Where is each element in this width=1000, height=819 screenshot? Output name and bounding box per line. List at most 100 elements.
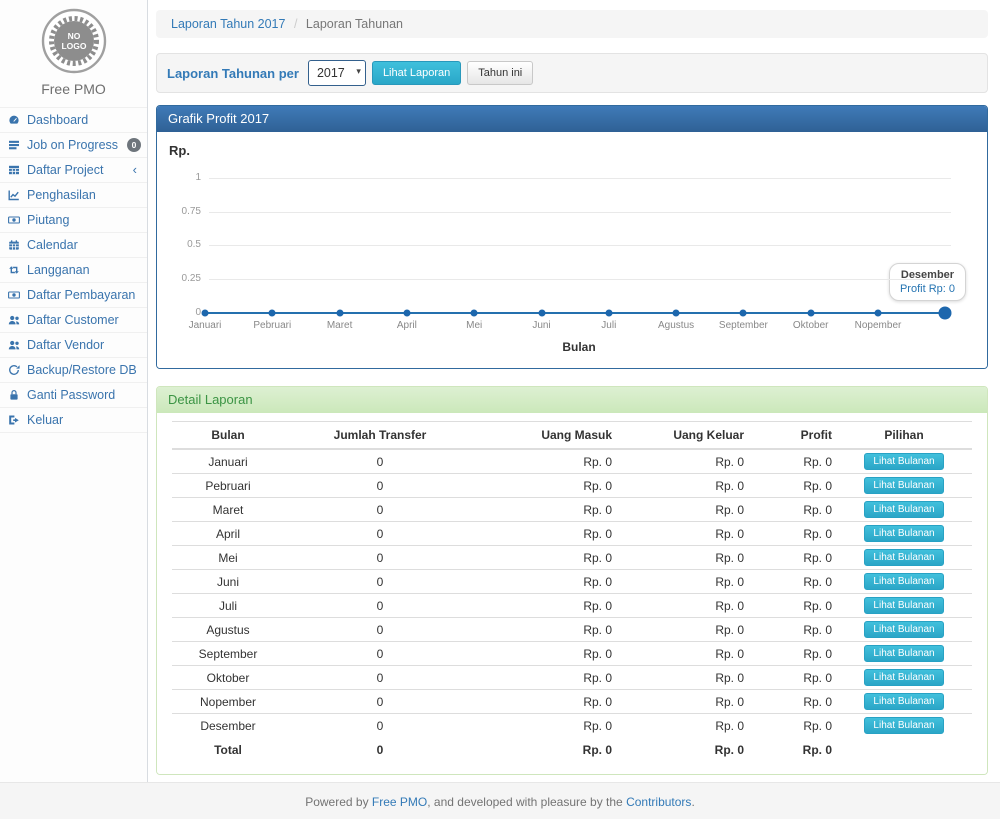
svg-text:NO: NO xyxy=(67,31,80,41)
y-axis-title: Rp. xyxy=(169,143,190,158)
detail-panel-title: Detail Laporan xyxy=(157,387,987,413)
report-filter-bar: Laporan Tahunan per 2017 Lihat Laporan T… xyxy=(156,53,988,93)
cell-uang-keluar: Rp. 0 xyxy=(616,498,748,522)
cell-uang-masuk: Rp. 0 xyxy=(476,474,616,498)
cell-uang-masuk: Rp. 0 xyxy=(476,546,616,570)
x-tick-label: Pebruari xyxy=(237,320,307,331)
sidebar-item-label: Daftar Project xyxy=(27,163,133,177)
table-row-april: April0Rp. 0Rp. 0Rp. 0Lihat Bulanan xyxy=(172,522,972,546)
y-tick-label: 0 xyxy=(157,307,201,318)
cell-bulan: Agustus xyxy=(172,618,284,642)
chart-panel-title: Grafik Profit 2017 xyxy=(157,106,987,132)
data-point-desember[interactable] xyxy=(939,307,952,320)
lihat-bulanan-button[interactable]: Lihat Bulanan xyxy=(864,453,943,470)
cell-profit: Rp. 0 xyxy=(748,594,836,618)
lihat-bulanan-button[interactable]: Lihat Bulanan xyxy=(864,621,943,638)
data-point-nopember[interactable] xyxy=(875,310,882,317)
table-row-desember: Desember0Rp. 0Rp. 0Rp. 0Lihat Bulanan xyxy=(172,714,972,738)
sidebar-item-piutang[interactable]: Piutang xyxy=(0,208,147,233)
sidebar-item-label: Ganti Password xyxy=(27,388,141,402)
cell-uang-keluar: Rp. 0 xyxy=(616,546,748,570)
data-point-juli[interactable] xyxy=(605,310,612,317)
lihat-bulanan-button[interactable]: Lihat Bulanan xyxy=(864,669,943,686)
table-row-september: September0Rp. 0Rp. 0Rp. 0Lihat Bulanan xyxy=(172,642,972,666)
chevron-left-icon: ‹ xyxy=(133,163,141,177)
cell-bulan: September xyxy=(172,642,284,666)
lihat-bulanan-button[interactable]: Lihat Bulanan xyxy=(864,645,943,662)
sidebar-item-keluar[interactable]: Keluar xyxy=(0,408,147,433)
column-header-jumlah-transfer: Jumlah Transfer xyxy=(284,422,476,450)
sidebar-item-penghasilan[interactable]: Penghasilan xyxy=(0,183,147,208)
lock-icon xyxy=(8,389,23,401)
cell-jumlah-transfer: 0 xyxy=(284,594,476,618)
sidebar-item-label: Daftar Customer xyxy=(27,313,141,327)
lihat-bulanan-button[interactable]: Lihat Bulanan xyxy=(864,693,943,710)
year-select[interactable]: 2017 xyxy=(308,60,366,86)
app-wrapper: NO LOGO Free PMO DashboardJob on Progres… xyxy=(0,0,1000,782)
total-cell: Rp. 0 xyxy=(748,738,836,762)
cell-bulan: Januari xyxy=(172,449,284,474)
lihat-bulanan-button[interactable]: Lihat Bulanan xyxy=(864,525,943,542)
lihat-bulanan-button[interactable]: Lihat Bulanan xyxy=(864,717,943,734)
breadcrumb-link[interactable]: Laporan Tahun 2017 xyxy=(171,17,285,31)
cell-profit: Rp. 0 xyxy=(748,546,836,570)
sidebar-item-dashboard[interactable]: Dashboard xyxy=(0,108,147,133)
dashboard-icon xyxy=(8,114,23,126)
cell-uang-masuk: Rp. 0 xyxy=(476,570,616,594)
data-point-januari[interactable] xyxy=(202,310,209,317)
sidebar-item-label: Calendar xyxy=(27,238,141,252)
x-axis-title: Bulan xyxy=(209,340,949,354)
lihat-bulanan-button[interactable]: Lihat Bulanan xyxy=(864,477,943,494)
table-row-juni: Juni0Rp. 0Rp. 0Rp. 0Lihat Bulanan xyxy=(172,570,972,594)
sidebar-item-daftar-vendor[interactable]: Daftar Vendor xyxy=(0,333,147,358)
sidebar-item-label: Backup/Restore DB xyxy=(27,363,141,377)
data-point-juni[interactable] xyxy=(538,310,545,317)
logo-block: NO LOGO Free PMO xyxy=(0,0,147,97)
cell-profit: Rp. 0 xyxy=(748,618,836,642)
footer-link-contributors[interactable]: Contributors xyxy=(626,795,691,809)
cell-uang-keluar: Rp. 0 xyxy=(616,522,748,546)
line-chart-icon xyxy=(8,189,23,201)
cell-profit: Rp. 0 xyxy=(748,498,836,522)
cell-jumlah-transfer: 0 xyxy=(284,522,476,546)
data-point-pebruari[interactable] xyxy=(269,310,276,317)
cell-uang-keluar: Rp. 0 xyxy=(616,642,748,666)
table-row-nopember: Nopember0Rp. 0Rp. 0Rp. 0Lihat Bulanan xyxy=(172,690,972,714)
brand-name: Free PMO xyxy=(0,81,147,97)
sidebar-item-label: Keluar xyxy=(27,413,141,427)
sidebar-item-job-on-progress[interactable]: Job on Progress0 xyxy=(0,133,147,158)
cell-jumlah-transfer: 0 xyxy=(284,666,476,690)
sidebar-item-daftar-pembayaran[interactable]: Daftar Pembayaran xyxy=(0,283,147,308)
sidebar-item-langganan[interactable]: Langganan xyxy=(0,258,147,283)
data-point-april[interactable] xyxy=(403,310,410,317)
data-point-september[interactable] xyxy=(740,310,747,317)
lihat-bulanan-button[interactable]: Lihat Bulanan xyxy=(864,597,943,614)
data-point-oktober[interactable] xyxy=(807,310,814,317)
sidebar-item-backup-restore-db[interactable]: Backup/Restore DB xyxy=(0,358,147,383)
sidebar-nav: DashboardJob on Progress0Daftar Project‹… xyxy=(0,107,147,433)
sidebar-item-daftar-customer[interactable]: Daftar Customer xyxy=(0,308,147,333)
lihat-bulanan-button[interactable]: Lihat Bulanan xyxy=(864,549,943,566)
money-icon xyxy=(8,289,23,301)
cell-jumlah-transfer: 0 xyxy=(284,449,476,474)
sidebar-item-calendar[interactable]: Calendar xyxy=(0,233,147,258)
table-total-row: Total0Rp. 0Rp. 0Rp. 0 xyxy=(172,738,972,762)
y-tick-label: 0.5 xyxy=(157,239,201,250)
cell-uang-keluar: Rp. 0 xyxy=(616,474,748,498)
table-row-maret: Maret0Rp. 0Rp. 0Rp. 0Lihat Bulanan xyxy=(172,498,972,522)
x-tick-label: April xyxy=(372,320,442,331)
data-point-maret[interactable] xyxy=(336,310,343,317)
cell-uang-masuk: Rp. 0 xyxy=(476,642,616,666)
lihat-bulanan-button[interactable]: Lihat Bulanan xyxy=(864,501,943,518)
lihat-laporan-button[interactable]: Lihat Laporan xyxy=(372,61,461,85)
data-point-agustus[interactable] xyxy=(673,310,680,317)
tahun-ini-button[interactable]: Tahun ini xyxy=(467,61,533,85)
sidebar-item-label: Job on Progress xyxy=(27,138,127,152)
sidebar-item-ganti-password[interactable]: Ganti Password xyxy=(0,383,147,408)
lihat-bulanan-button[interactable]: Lihat Bulanan xyxy=(864,573,943,590)
sidebar-item-label: Penghasilan xyxy=(27,188,141,202)
data-point-mei[interactable] xyxy=(471,310,478,317)
svg-text:LOGO: LOGO xyxy=(61,41,86,51)
footer-link-free-pmo[interactable]: Free PMO xyxy=(372,795,427,809)
sidebar-item-daftar-project[interactable]: Daftar Project‹ xyxy=(0,158,147,183)
